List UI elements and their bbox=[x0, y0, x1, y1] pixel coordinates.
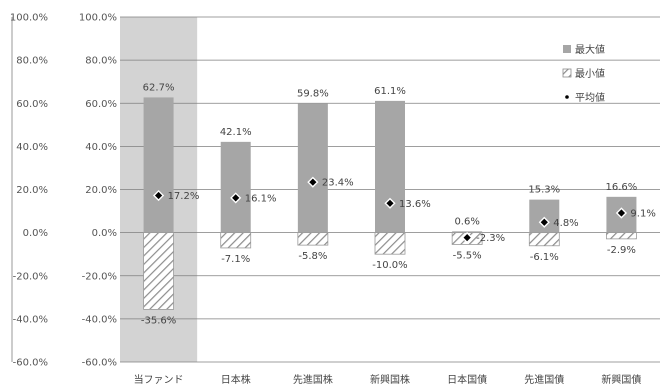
category-label: 先進国株 bbox=[293, 373, 333, 386]
max-value-label: 62.7% bbox=[143, 82, 175, 93]
min-value-label: -5.5% bbox=[453, 250, 482, 261]
y-tick-label-right: 0.0% bbox=[92, 228, 117, 239]
y-tick-label-left: 60.0% bbox=[16, 99, 48, 110]
max-bar bbox=[375, 100, 405, 233]
average-marker bbox=[538, 216, 550, 228]
average-marker bbox=[384, 197, 396, 209]
average-value-label: 13.6% bbox=[399, 199, 431, 210]
average-value-label: 4.8% bbox=[553, 218, 578, 229]
legend-label-max: 最大値 bbox=[575, 43, 605, 56]
y-tick-label-right: 40.0% bbox=[85, 142, 117, 153]
y-tick-label-left: 100.0% bbox=[10, 13, 48, 24]
min-value-label: -5.8% bbox=[298, 251, 327, 262]
min-value-label: -2.9% bbox=[607, 245, 636, 256]
legend-swatch-max bbox=[563, 45, 571, 53]
category-label: 新興国株 bbox=[370, 373, 410, 386]
min-value-label: -10.0% bbox=[372, 260, 407, 271]
average-marker bbox=[307, 176, 319, 188]
y-tick-label-right: 100.0% bbox=[79, 13, 117, 24]
y-tick-label-left: -20.0% bbox=[13, 271, 48, 282]
min-bar bbox=[606, 232, 637, 240]
y-tick-label-left: 80.0% bbox=[16, 56, 48, 67]
category-label: 日本国債 bbox=[447, 373, 487, 386]
max-value-label: 15.3% bbox=[528, 185, 560, 196]
y-tick-label-right: 80.0% bbox=[85, 56, 117, 67]
average-value-label: 16.1% bbox=[245, 193, 277, 204]
average-value-label: -2.3% bbox=[476, 233, 505, 244]
y-tick-label-left: -60.0% bbox=[13, 358, 48, 369]
y-tick-label-right: -40.0% bbox=[82, 314, 117, 325]
max-bar bbox=[220, 141, 251, 233]
average-marker bbox=[615, 207, 628, 219]
min-value-label: -35.6% bbox=[141, 315, 176, 326]
legend-label-average: 平均値 bbox=[575, 91, 605, 104]
y-tick-label-left: 0.0% bbox=[23, 228, 48, 239]
y-tick-label-right: -20.0% bbox=[82, 271, 117, 282]
y-tick-label-left: 20.0% bbox=[16, 185, 48, 196]
category-label: 先進国債 bbox=[524, 373, 564, 386]
min-bar bbox=[297, 232, 329, 246]
category-label: 新興国債 bbox=[601, 373, 641, 386]
max-value-label: 42.1% bbox=[220, 127, 252, 138]
y-tick-label-right: 60.0% bbox=[85, 99, 117, 110]
min-bar bbox=[528, 232, 560, 247]
y-tick-label-left: 40.0% bbox=[16, 142, 48, 153]
legend-marker-average bbox=[565, 95, 569, 99]
min-bar bbox=[143, 232, 174, 310]
max-bar bbox=[297, 103, 328, 233]
average-value-label: 17.2% bbox=[168, 191, 200, 202]
average-marker bbox=[461, 231, 473, 244]
legend-swatch-min bbox=[562, 68, 572, 78]
max-value-label: 16.6% bbox=[606, 182, 638, 193]
average-value-label: 23.4% bbox=[322, 178, 354, 189]
average-marker bbox=[230, 192, 242, 204]
max-value-label: 0.6% bbox=[454, 216, 479, 227]
min-value-label: -6.1% bbox=[530, 252, 559, 263]
legend-label-min: 最小値 bbox=[575, 67, 605, 80]
min-value-label: -7.1% bbox=[221, 254, 250, 265]
average-value-label: 9.1% bbox=[630, 209, 655, 220]
y-tick-label-right: 20.0% bbox=[85, 185, 117, 196]
max-value-label: 59.8% bbox=[297, 89, 329, 100]
max-value-label: 61.1% bbox=[374, 86, 406, 97]
category-label: 日本株 bbox=[221, 373, 251, 386]
max-bar bbox=[452, 231, 483, 233]
y-tick-label-right: -60.0% bbox=[82, 358, 117, 369]
category-label: 当ファンド bbox=[134, 373, 184, 386]
y-tick-label-left: -40.0% bbox=[13, 314, 48, 325]
min-bar bbox=[220, 232, 252, 249]
max-bar bbox=[143, 97, 174, 233]
min-bar bbox=[374, 232, 406, 255]
average-marker bbox=[152, 189, 165, 202]
